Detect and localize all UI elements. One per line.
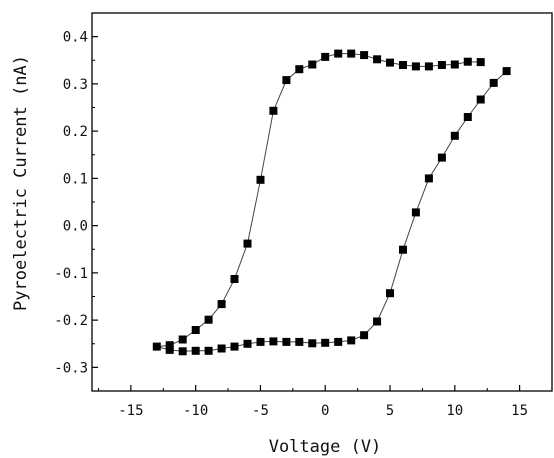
y-tick-label: 0.1 [63, 171, 88, 187]
data-point [256, 337, 265, 346]
data-point [334, 49, 343, 58]
data-point [295, 65, 304, 74]
data-point [373, 55, 382, 64]
x-tick-label: -10 [183, 403, 208, 419]
series-line [156, 53, 507, 352]
data-point [243, 239, 252, 248]
x-tick-label: 0 [321, 403, 329, 419]
data-point [450, 131, 459, 140]
data-point [424, 174, 433, 183]
data-point [476, 58, 485, 67]
y-tick-label: 0.3 [63, 77, 88, 93]
y-tick-label: -0.2 [54, 313, 88, 329]
data-point [411, 62, 420, 71]
data-point [269, 106, 278, 115]
data-point [476, 95, 485, 104]
data-point [282, 337, 291, 346]
data-point [191, 326, 200, 334]
plot-area-frame [91, 12, 553, 392]
x-axis: -15 -10 -5 0 5 10 15 [97, 385, 553, 419]
data-point [152, 342, 161, 351]
data-point [178, 335, 187, 344]
data-point [424, 62, 433, 71]
data-point [321, 338, 330, 347]
data-point [178, 347, 187, 356]
data-point [269, 337, 278, 346]
data-point [334, 337, 343, 346]
data-point [399, 245, 407, 254]
data-point [204, 346, 213, 355]
data-point [295, 337, 304, 346]
data-point [230, 275, 239, 283]
y-tick-label: 0.0 [63, 219, 88, 235]
y-tick-label: 0.4 [63, 30, 88, 46]
data-point [502, 67, 511, 76]
data-point [321, 52, 330, 61]
data-point [191, 346, 200, 355]
x-axis-label: Voltage (V) [269, 437, 382, 457]
data-point [360, 331, 369, 340]
data-point [437, 153, 446, 162]
data-point [204, 315, 213, 324]
x-tick-label: 10 [446, 403, 463, 419]
data-point [256, 175, 265, 184]
x-tick-label: -15 [118, 403, 143, 419]
data-point [489, 78, 498, 87]
y-tick-label: -0.1 [54, 266, 88, 282]
data-point [463, 113, 472, 121]
data-point [217, 344, 226, 353]
data-point [282, 76, 291, 85]
y-axis-label: Pyroelectric Current (nA) [11, 55, 31, 311]
y-tick-label: -0.3 [54, 360, 88, 376]
data-point [308, 60, 317, 69]
data-point [347, 336, 356, 345]
data-point [450, 60, 459, 69]
data-point [411, 208, 420, 217]
data-point [386, 289, 394, 298]
data-point [230, 342, 239, 351]
data-point [165, 341, 174, 350]
data-point [360, 51, 369, 60]
data-point [243, 339, 252, 348]
y-axis: -0.3 -0.2 -0.1 0.0 0.1 0.2 0.3 0.4 [54, 12, 98, 392]
y-tick-label: 0.2 [63, 124, 88, 140]
data-point [165, 345, 174, 354]
data-series [152, 49, 511, 356]
data-point [463, 57, 472, 66]
x-tick-label: -5 [252, 403, 269, 419]
x-tick-label: 15 [511, 403, 528, 419]
data-point [373, 317, 382, 326]
data-point [386, 58, 394, 67]
data-point [217, 300, 226, 309]
x-tick-label: 5 [386, 403, 394, 419]
data-point [437, 61, 446, 69]
data-point [308, 339, 317, 348]
data-point [399, 61, 407, 69]
data-point [347, 49, 356, 58]
